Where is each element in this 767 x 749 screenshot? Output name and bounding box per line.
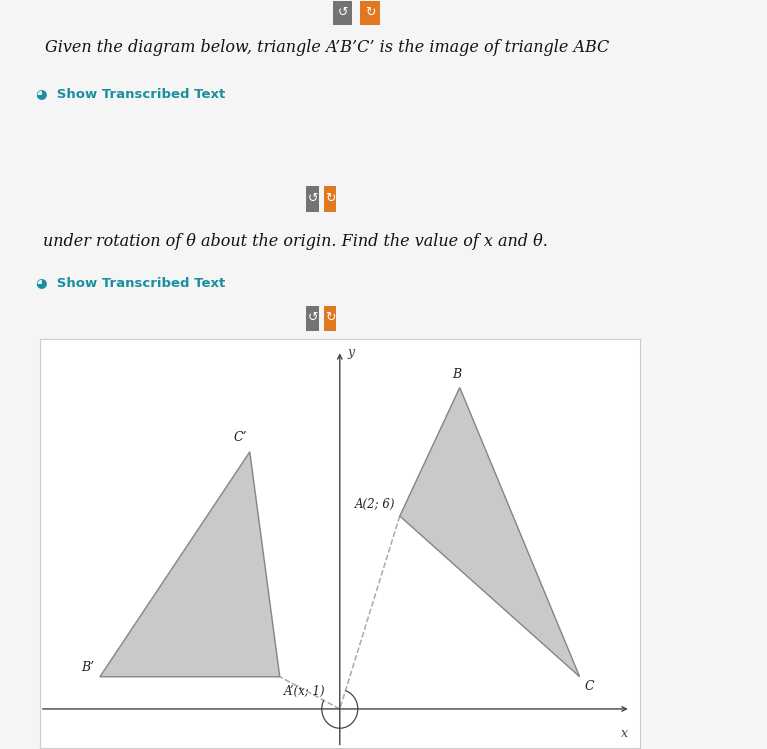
Text: B’: B’ <box>81 661 94 673</box>
FancyBboxPatch shape <box>333 1 352 25</box>
Text: ◕  Show Transcribed Text: ◕ Show Transcribed Text <box>36 276 225 289</box>
Text: ◕  Show Transcribed Text: ◕ Show Transcribed Text <box>36 87 225 100</box>
Text: ↺: ↺ <box>337 6 347 19</box>
Text: under rotation of θ about the origin. Find the value of x and θ.: under rotation of θ about the origin. Fi… <box>43 233 548 249</box>
FancyBboxPatch shape <box>306 187 319 212</box>
Text: A(2; 6): A(2; 6) <box>355 498 395 512</box>
FancyBboxPatch shape <box>324 187 337 212</box>
Text: ↻: ↻ <box>325 312 335 324</box>
Text: Given the diagram below, triangle A’B’C’ is the image of triangle ABC: Given the diagram below, triangle A’B’C’… <box>44 40 609 56</box>
Text: B: B <box>453 368 461 381</box>
Text: ↺: ↺ <box>308 192 318 205</box>
Text: A’(x; 1): A’(x; 1) <box>285 685 326 698</box>
FancyBboxPatch shape <box>306 306 319 331</box>
Polygon shape <box>400 387 580 677</box>
FancyBboxPatch shape <box>360 1 380 25</box>
Text: ↻: ↻ <box>365 6 375 19</box>
Text: C: C <box>584 680 594 693</box>
Polygon shape <box>100 452 280 677</box>
FancyBboxPatch shape <box>324 306 337 331</box>
Text: ↻: ↻ <box>325 192 335 205</box>
Text: C’: C’ <box>233 431 247 443</box>
Text: ↺: ↺ <box>308 312 318 324</box>
Text: x: x <box>621 727 628 739</box>
Text: y: y <box>347 345 354 359</box>
